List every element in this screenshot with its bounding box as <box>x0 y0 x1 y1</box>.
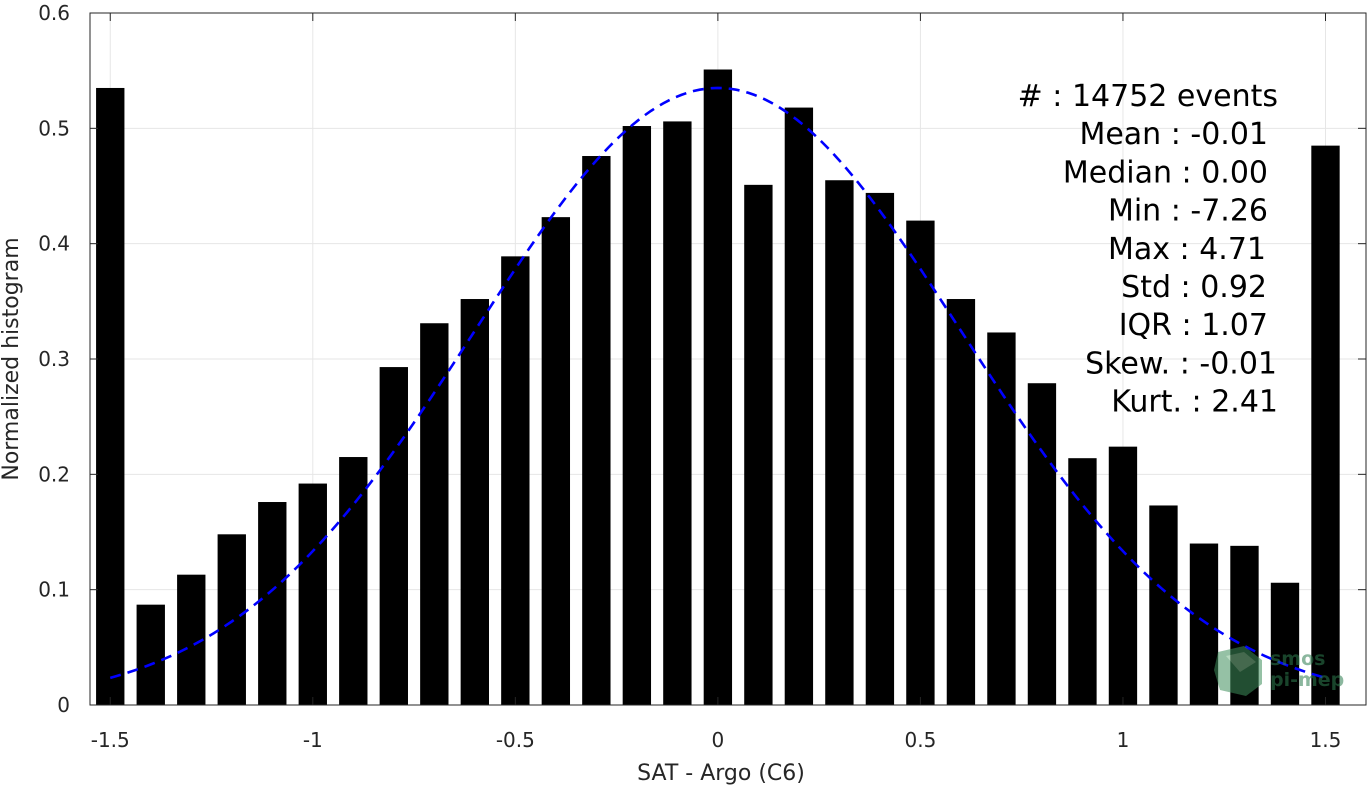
histogram-bar <box>784 107 814 705</box>
x-tick-label: -0.5 <box>496 728 535 752</box>
y-tick-label: 0.1 <box>38 578 70 602</box>
x-axis-title: SAT - Argo (C6) <box>637 761 805 786</box>
stat-line: Skew. : -0.01 <box>1085 346 1277 381</box>
y-tick-label: 0.2 <box>38 462 70 486</box>
logo-line-1: smos <box>1270 648 1325 670</box>
stat-line: Std : 0.92 <box>1121 270 1267 305</box>
histogram-bar <box>582 156 611 706</box>
histogram-bar <box>379 367 408 705</box>
histogram-bar <box>906 220 935 705</box>
histogram-bar <box>541 217 571 705</box>
histogram-bar <box>298 483 327 705</box>
stat-line: # : 14752 events <box>1018 79 1278 114</box>
x-tick-label: 1 <box>1117 728 1130 752</box>
histogram-bar <box>946 299 976 705</box>
histogram-bar <box>96 87 125 705</box>
histogram-bar <box>1189 543 1219 705</box>
stat-line: Mean : -0.01 <box>1079 117 1268 152</box>
histogram-bar <box>217 534 246 705</box>
histogram-bar <box>622 126 652 705</box>
stat-line: Median : 0.00 <box>1063 155 1268 190</box>
histogram-bar <box>1149 505 1178 705</box>
y-tick-labels: 0 0.1 0.2 0.3 0.4 0.5 0.6 <box>38 1 70 717</box>
y-tick-label: 0.4 <box>38 232 70 256</box>
histogram-bar <box>1068 458 1097 705</box>
histogram-bar <box>339 457 368 705</box>
stat-line: IQR : 1.07 <box>1119 308 1268 343</box>
logo-line-2: pi-mep <box>1270 669 1344 691</box>
histogram-bar <box>501 256 530 705</box>
histogram-bar <box>460 299 490 705</box>
histogram-bar <box>1027 383 1057 705</box>
histogram-bar <box>825 180 854 705</box>
stat-line: Kurt. : 2.41 <box>1111 385 1278 420</box>
histogram-bar <box>258 502 287 705</box>
y-axis-title: Normalized histogram <box>0 237 24 480</box>
smos-pimep-logo: smos pi-mep <box>1214 646 1344 696</box>
histogram-bar <box>987 332 1016 705</box>
y-tick-label: 0.3 <box>38 347 70 371</box>
histogram-bar <box>865 192 895 706</box>
y-tick-label: 0.5 <box>38 116 70 140</box>
histogram-bar <box>703 69 733 706</box>
gaussian-fit-curve <box>109 86 1326 680</box>
histogram-bar <box>1311 145 1340 706</box>
histogram-bar <box>1270 582 1300 705</box>
x-tick-label: -1.5 <box>91 728 130 752</box>
stat-line: Min : -7.26 <box>1108 194 1268 229</box>
histogram-bar <box>663 121 692 705</box>
x-tick-label: 0.5 <box>905 728 937 752</box>
x-tick-label: 1.5 <box>1310 728 1342 752</box>
histogram-bar <box>136 604 165 705</box>
axis-ticks <box>90 12 1366 706</box>
stat-line: Max : 4.71 <box>1108 232 1266 267</box>
x-tick-label: -1 <box>303 728 323 752</box>
logo-facet-icon <box>1226 652 1256 672</box>
y-tick-label: 0.6 <box>38 1 70 25</box>
histogram-bar <box>1108 446 1138 705</box>
y-tick-label: 0 <box>57 693 70 717</box>
x-tick-labels: -1.5 -1 -0.5 0 0.5 1 1.5 <box>91 728 1342 752</box>
histogram-bar <box>420 323 449 705</box>
histogram-bars <box>96 69 1340 706</box>
histogram-bar <box>744 184 773 705</box>
x-tick-label: 0 <box>712 728 725 752</box>
